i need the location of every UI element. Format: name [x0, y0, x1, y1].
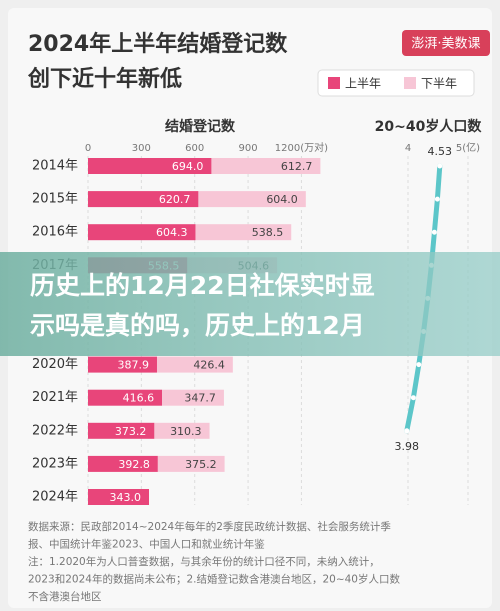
bar-segment [88, 455, 158, 472]
data-label: 375.2 [185, 458, 217, 471]
bar-segment [154, 422, 210, 439]
note-line: 注：1.2020年为人口普查数据，与其余年份的统计口径不同，未纳入统计， [28, 555, 380, 568]
bar-segment [88, 422, 155, 439]
data-label: 4.53 [428, 145, 453, 158]
y-tick-label: 2024年 [32, 490, 78, 505]
data-label: 3.98 [395, 440, 420, 453]
data-label: 373.2 [115, 425, 147, 438]
note-line: 报、中国统计年鉴2023、中国人口和就业统计年鉴 [28, 538, 265, 551]
title-line: 创下近十年新低 [27, 66, 182, 92]
bar-segment [156, 356, 233, 373]
x-tick-label: 5(亿) [456, 141, 480, 154]
point [416, 362, 422, 368]
data-label: 604.0 [266, 193, 298, 206]
data-label: 387.9 [117, 359, 149, 372]
x-tick-label: 600 [185, 143, 204, 154]
chart-subtitle: 20~40岁人口数 [375, 118, 483, 135]
bar-segment [88, 158, 212, 174]
bar-segment [88, 389, 163, 406]
bar-segment [162, 389, 224, 406]
y-tick-label: 2016年 [32, 225, 78, 240]
data-label: 612.7 [281, 160, 313, 173]
legend-label: 下半年 [421, 77, 457, 91]
note-line: 2023和2024年的数据尚未公布；2.结婚登记数含港澳台地区，20~40岁人口… [28, 573, 400, 586]
x-tick-label: 300 [132, 143, 151, 154]
legend-box [317, 69, 475, 97]
data-label: 347.7 [184, 392, 216, 405]
point [434, 196, 440, 202]
x-tick-label: 1200(万对) [275, 141, 328, 154]
data-label: 538.5 [252, 226, 284, 239]
bar-segment [195, 224, 292, 241]
logo-box [402, 30, 490, 56]
legend-label: 上半年 [345, 77, 381, 91]
legend-swatch [328, 77, 340, 89]
bar-segment [157, 455, 225, 472]
overlay-text: 历史上的12月22日社保实时显 [30, 271, 375, 300]
logo: 澎湃·美数课 [411, 37, 480, 52]
y-tick-label: 2020年 [32, 357, 78, 372]
point [404, 428, 410, 434]
bar-segment [88, 191, 199, 208]
point [431, 229, 437, 235]
note-line: 数据来源：民政部2014~2024年每年的2季度民政统计数据、社会服务统计季 [28, 520, 391, 533]
y-tick-label: 2014年 [32, 159, 78, 174]
legend-swatch [404, 77, 416, 89]
data-label: 694.0 [172, 160, 204, 173]
data-label: 604.3 [156, 226, 188, 239]
y-tick-label: 2022年 [32, 423, 78, 438]
overlay-text: 示吗是真的吗，历史上的12月 [30, 311, 365, 340]
y-tick-label: 2015年 [32, 192, 78, 207]
chart-subtitle: 结婚登记数 [165, 118, 236, 135]
y-tick-label: 2023年 [32, 456, 78, 471]
point [410, 395, 416, 401]
y-tick-label: 2021年 [32, 390, 78, 405]
title-line: 2024年上半年结婚登记数 [28, 31, 288, 57]
bar-segment [211, 158, 321, 174]
data-label: 426.4 [193, 359, 225, 372]
data-label: 392.8 [118, 458, 150, 471]
bar-segment [88, 489, 150, 505]
x-tick-label: 4 [405, 143, 411, 154]
data-label: 416.6 [123, 392, 155, 405]
overlay-banner [0, 252, 500, 356]
point [437, 163, 443, 169]
note-line: 不含港澳台地区 [28, 590, 102, 603]
bar-segment [198, 191, 306, 208]
data-label: 310.3 [170, 425, 202, 438]
x-tick-label: 900 [239, 143, 258, 154]
data-label: 620.7 [159, 193, 191, 206]
x-tick-label: 0 [85, 143, 91, 154]
bar-segment [88, 356, 157, 373]
data-label: 343.0 [110, 491, 142, 504]
bar-segment [88, 224, 196, 241]
